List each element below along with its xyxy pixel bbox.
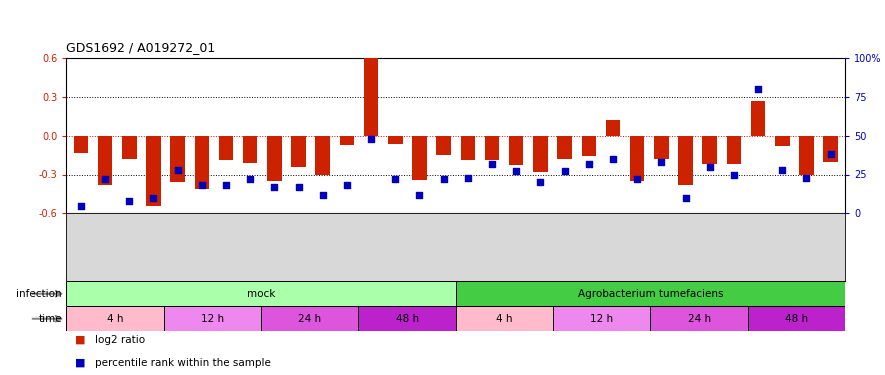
Bar [558, 136, 572, 159]
Point [727, 171, 741, 177]
Bar [533, 136, 548, 172]
Bar [456, 306, 553, 331]
Bar [509, 136, 524, 165]
Point [485, 160, 499, 166]
Text: 48 h: 48 h [785, 314, 808, 324]
Point [195, 182, 209, 188]
Point [389, 176, 403, 182]
Point [751, 86, 766, 92]
Point [630, 176, 644, 182]
Bar [243, 136, 258, 163]
Text: log2 ratio: log2 ratio [95, 335, 145, 345]
Text: 4 h: 4 h [496, 314, 512, 324]
Point [122, 198, 136, 204]
Bar [364, 58, 379, 136]
Point [243, 176, 258, 182]
Point [461, 175, 475, 181]
Bar [267, 136, 281, 181]
Point [558, 168, 572, 174]
Point [509, 168, 523, 174]
Text: infection: infection [16, 289, 62, 299]
Text: GDS1692 / A019272_01: GDS1692 / A019272_01 [66, 42, 216, 54]
Bar [388, 136, 403, 144]
Text: 4 h: 4 h [107, 314, 123, 324]
Point [340, 182, 354, 188]
Point [73, 202, 88, 208]
Bar [748, 306, 845, 331]
Bar [195, 136, 209, 189]
Point [654, 159, 668, 165]
Text: time: time [38, 314, 62, 324]
Bar [315, 136, 330, 174]
Point [703, 164, 717, 170]
Bar [605, 120, 620, 136]
Text: ■: ■ [75, 357, 86, 368]
Bar [678, 136, 693, 185]
Point [364, 136, 378, 142]
Bar [553, 306, 650, 331]
Point [146, 195, 160, 201]
Point [316, 192, 330, 198]
Bar [650, 306, 748, 331]
Point [534, 179, 548, 185]
Text: 48 h: 48 h [396, 314, 419, 324]
Bar [823, 136, 838, 162]
Point [219, 182, 233, 188]
Bar [460, 136, 475, 160]
Bar [750, 101, 766, 136]
Bar [581, 136, 596, 156]
Text: 24 h: 24 h [298, 314, 321, 324]
Point [775, 167, 789, 173]
Point [436, 176, 450, 182]
Point [291, 184, 305, 190]
Bar [727, 136, 741, 164]
Point [581, 160, 596, 166]
Bar [775, 136, 789, 146]
Point [171, 167, 185, 173]
Text: 24 h: 24 h [688, 314, 711, 324]
Point [679, 195, 693, 201]
Text: ■: ■ [75, 335, 86, 345]
Bar [98, 136, 112, 185]
Point [799, 175, 813, 181]
Point [267, 184, 281, 190]
Bar [799, 136, 813, 174]
Bar [261, 306, 358, 331]
Bar [654, 136, 668, 159]
Bar [219, 136, 234, 160]
Bar [66, 306, 164, 331]
Text: 12 h: 12 h [590, 314, 613, 324]
Bar [340, 136, 354, 145]
Point [824, 152, 838, 157]
Bar [456, 281, 845, 306]
Bar [703, 136, 717, 164]
Point [606, 156, 620, 162]
Bar [122, 136, 136, 159]
Text: percentile rank within the sample: percentile rank within the sample [95, 357, 271, 368]
Bar [171, 136, 185, 182]
Text: 12 h: 12 h [201, 314, 224, 324]
Bar [485, 136, 499, 160]
Bar [291, 136, 306, 167]
Bar [73, 136, 88, 153]
Text: Agrobacterium tumefaciens: Agrobacterium tumefaciens [578, 289, 723, 299]
Bar [412, 136, 427, 180]
Bar [436, 136, 451, 155]
Text: mock: mock [247, 289, 275, 299]
Point [412, 192, 427, 198]
Point [98, 176, 112, 182]
Bar [146, 136, 161, 206]
Bar [66, 281, 456, 306]
Bar [358, 306, 456, 331]
Bar [630, 136, 644, 181]
Bar [164, 306, 261, 331]
